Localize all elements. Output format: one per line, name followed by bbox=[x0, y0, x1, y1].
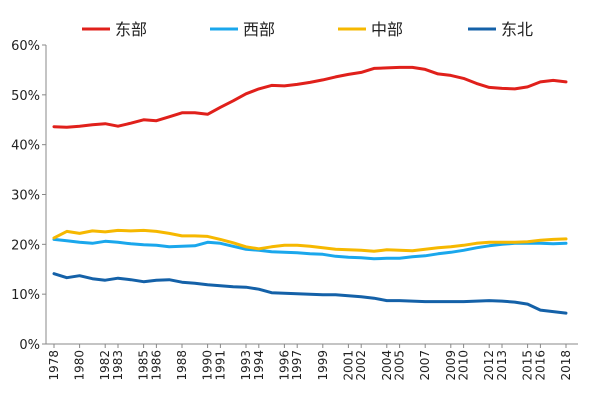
legend-label: 西部 bbox=[243, 20, 275, 39]
x-tick-label: 1985 bbox=[137, 350, 151, 381]
x-tick-label: 1988 bbox=[175, 350, 189, 381]
x-tick-label: 2018 bbox=[559, 350, 573, 381]
legend: 东部 西部 中部 东北 bbox=[82, 20, 533, 39]
x-tick-label: 1982 bbox=[98, 350, 112, 381]
x-tick-label: 2013 bbox=[495, 350, 509, 381]
series-line-4 bbox=[52, 272, 568, 315]
y-tick-label: 60% bbox=[11, 39, 40, 54]
legend-label: 中部 bbox=[371, 20, 403, 39]
x-tick-label: 1994 bbox=[252, 350, 266, 381]
x-tick-label: 2016 bbox=[533, 350, 547, 381]
x-tick-label: 1978 bbox=[47, 350, 61, 381]
y-tick-label: 40% bbox=[11, 139, 40, 154]
legend-label: 东部 bbox=[115, 20, 147, 39]
x-tick-label: 1986 bbox=[149, 350, 163, 381]
series-line-2 bbox=[52, 237, 568, 261]
x-tick-label: 2010 bbox=[457, 350, 471, 381]
x-tick-label: 1983 bbox=[111, 350, 125, 381]
y-tick-label: 10% bbox=[11, 288, 40, 303]
plot-area bbox=[52, 65, 568, 315]
x-tick-label: 2012 bbox=[482, 350, 496, 381]
x-tick-label: 1980 bbox=[73, 350, 87, 381]
legend-label: 东北 bbox=[501, 20, 533, 39]
x-tick-label: 1996 bbox=[277, 350, 291, 381]
y-tick-label: 50% bbox=[11, 89, 40, 104]
series-line-3 bbox=[52, 228, 568, 253]
x-tick-label: 1991 bbox=[213, 350, 227, 381]
x-tick-label: 2005 bbox=[393, 350, 407, 381]
series-line-1 bbox=[52, 65, 568, 129]
x-tick-label: 2009 bbox=[444, 350, 458, 381]
x-tick-label: 1993 bbox=[239, 350, 253, 381]
y-axis: 0% 10% 20% 30% 40% 50% 60% bbox=[11, 39, 47, 353]
y-tick-label: 0% bbox=[19, 338, 40, 353]
x-tick-label: 1999 bbox=[316, 350, 330, 381]
x-tick-label: 1990 bbox=[201, 350, 215, 381]
x-tick-label: 2007 bbox=[418, 350, 432, 381]
y-tick-label: 30% bbox=[11, 189, 40, 204]
x-tick-label: 2001 bbox=[341, 350, 355, 381]
y-tick-label: 20% bbox=[11, 238, 40, 253]
x-tick-label: 2004 bbox=[380, 350, 394, 381]
x-tick-label: 2002 bbox=[354, 350, 368, 381]
x-tick-label: 1997 bbox=[290, 350, 304, 381]
x-tick-label: 2015 bbox=[521, 350, 535, 381]
